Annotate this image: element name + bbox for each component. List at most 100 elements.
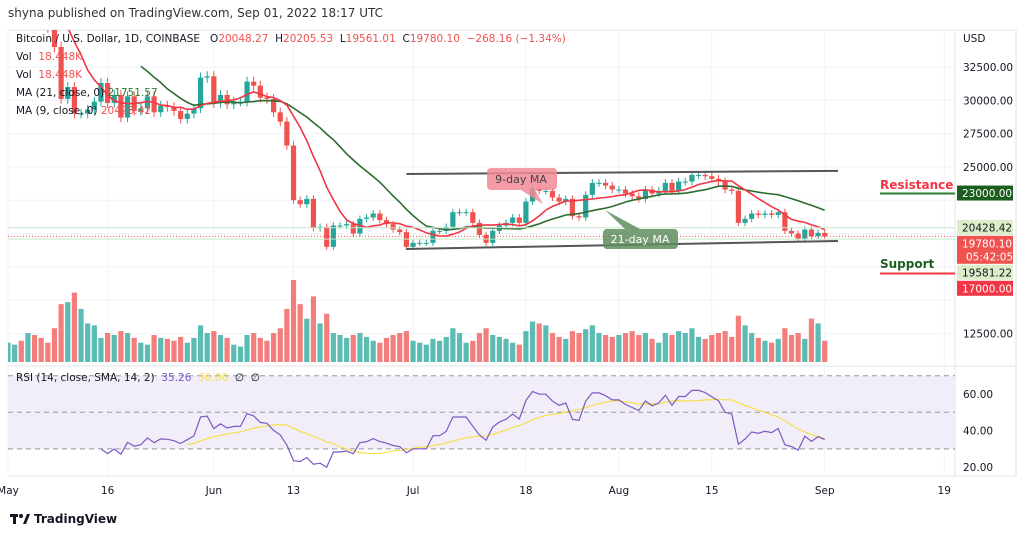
candle-body [775,212,781,215]
volume-bar [310,296,317,362]
candle-body [330,225,336,247]
volume-bar [330,333,336,362]
volume-bar [609,336,615,362]
tradingview-logo[interactable]: TradingView [10,512,117,526]
candle-body [277,112,283,122]
volume-bar [237,346,243,362]
ma21-label: MA (21, close, 0) [16,87,105,99]
volume-bar [516,344,522,362]
rsi-extra-2: ∅ [250,372,260,384]
volume-bar [224,337,230,362]
rsi-sma-line [187,398,825,455]
candle-body [735,190,741,223]
volume-bar [735,315,741,362]
candle-body [184,113,190,119]
volume-bar [523,331,529,362]
resistance-label: Resistance [880,178,953,192]
volume-bar [417,342,423,362]
volume-bar [363,336,370,362]
volume-bar [390,334,396,362]
ma21-value: 21751.57 [107,87,158,99]
candle-body [802,229,808,239]
volume-bar [722,331,728,362]
candle-body [702,174,708,177]
time-axis-tick: 15 [705,485,718,497]
low-value: 19561.01 [345,33,396,45]
change-value: −268.16 (−1.34%) [466,33,566,45]
ma9-legend: MA (9, close, 0) 20428.42 [16,105,151,117]
ma21-legend: MA (21, close, 0) 21751.57 [16,87,158,99]
published-by: shyna published on TradingView.com, Sep … [8,6,384,20]
volume-bar [383,337,390,362]
ma21-line [140,65,825,231]
high-value: 20205.53 [283,33,334,45]
candle-body [822,232,828,237]
time-axis-tick: 18 [519,485,532,497]
candle-body [682,181,688,183]
time-axis-tick: 16 [101,485,115,497]
volume-bar [297,304,303,362]
candle-body [430,230,436,243]
volume-bar [370,340,376,362]
vol-value: 18.448K [38,51,83,63]
candle-body [32,0,37,14]
volume-bar [715,333,722,362]
time-axis-tick: Jul [406,485,420,497]
candle-body [144,96,151,109]
volume-bar [583,329,589,362]
candle-body [463,212,469,214]
time-axis-tick: 19 [938,485,951,497]
candle-body [808,229,815,237]
volume-bar [510,342,516,362]
volume-bar [164,338,170,362]
price-label-box [957,235,1013,264]
volume-bar [569,331,575,362]
volume-bar [822,340,828,362]
volume-bar [742,325,748,362]
volume-bar [695,336,702,362]
candle-body [51,30,58,48]
volume-bar [324,313,330,362]
price-label-box [957,185,1013,201]
candle-body [217,94,224,103]
price-label: 20428.42 [962,222,1012,234]
volume-bar [191,337,197,362]
ma9-value: 20428.42 [100,105,151,117]
volume-bar [669,334,675,362]
candle-body [749,213,755,219]
volume-bar [549,333,556,362]
volume-bar [357,333,363,362]
candle-body [815,232,821,237]
volume-bar [463,342,469,362]
candle-body [510,217,516,223]
volume-bar [775,338,781,362]
volume-bar [78,308,84,362]
candle-body [337,225,343,227]
volume-bar [138,342,144,362]
volume-bar [430,338,436,362]
volume-bar [656,342,662,362]
volume-bar [702,338,708,362]
symbol-legend: Bitcoin / U.S. Dollar, 1D, COINBASE O200… [16,33,566,45]
volume-bar [350,334,356,362]
volume-bar [151,334,157,362]
candle-body [171,106,177,111]
symbol-name: Bitcoin / U.S. Dollar, 1D, COINBASE [16,33,201,45]
candle-body [111,94,117,103]
volume-bar [815,323,821,362]
volume-bar [178,336,184,362]
candle-body [576,216,582,218]
volume-bar [782,328,788,362]
candle-body [98,82,104,102]
candle-body [769,213,775,215]
candle-body [523,201,529,223]
volume-bar [304,318,310,362]
volume-bar [217,334,224,362]
volume-bar [184,342,190,362]
rsi-axis-tick: 20.00 [963,462,993,474]
candle-body [616,189,622,191]
candle-body [609,185,615,190]
channel-upper-line [406,169,839,175]
candle-body [271,98,277,113]
